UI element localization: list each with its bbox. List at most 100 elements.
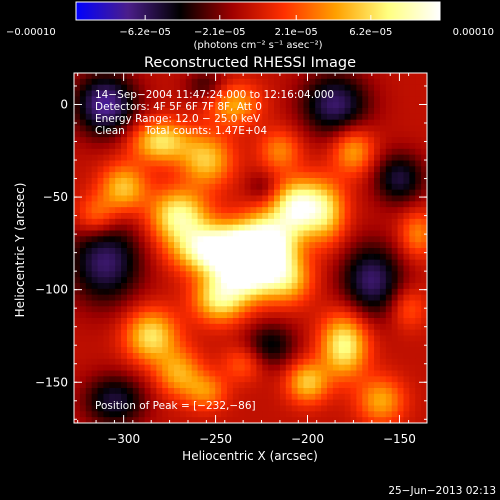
heatmap-cell <box>221 358 228 366</box>
heatmap-cell <box>379 108 387 115</box>
heatmap-cell <box>315 143 322 150</box>
heatmap-cell <box>326 411 334 418</box>
heatmap-cell <box>121 108 128 115</box>
heatmap-cell <box>338 370 346 377</box>
heatmap-cell <box>121 84 128 92</box>
heatmap-cell <box>191 119 199 127</box>
heatmap-cell <box>238 154 246 162</box>
heatmap-cell <box>291 335 299 342</box>
heatmap-cell <box>315 148 322 156</box>
heatmap-cell <box>203 318 210 325</box>
heatmap-cell <box>185 178 193 185</box>
heatmap-cell <box>121 376 128 383</box>
heatmap-cell <box>250 358 257 366</box>
heatmap-cell <box>203 160 210 167</box>
heatmap-cell <box>309 195 316 202</box>
heatmap-cell <box>415 283 422 290</box>
heatmap-cell <box>356 108 363 115</box>
heatmap-cell <box>191 213 199 220</box>
heatmap-cell <box>285 78 293 86</box>
heatmap-cell <box>132 288 140 296</box>
heatmap-cell <box>115 148 122 156</box>
heatmap-cell <box>356 259 363 267</box>
heatmap-cell <box>326 259 334 267</box>
heatmap-cell <box>215 236 222 243</box>
heatmap-cell <box>138 113 146 121</box>
heatmap-cell <box>415 84 422 92</box>
heatmap-cell <box>138 353 146 360</box>
heatmap-cell <box>79 253 87 261</box>
heatmap-cell <box>344 84 352 92</box>
heatmap-cell <box>156 154 163 162</box>
heatmap-cell <box>85 376 93 383</box>
heatmap-cell <box>285 195 293 202</box>
heatmap-cell <box>215 96 222 103</box>
heatmap-cell <box>144 218 152 226</box>
heatmap-cell <box>297 259 305 267</box>
heatmap-cell <box>79 195 87 202</box>
heatmap-cell <box>350 312 357 319</box>
heatmap-cell <box>274 329 281 337</box>
heatmap-cell <box>338 78 346 86</box>
heatmap-cell <box>115 259 122 267</box>
heatmap-cell <box>403 417 410 423</box>
heatmap-cell <box>109 178 116 185</box>
heatmap-cell <box>103 218 110 226</box>
heatmap-cell <box>291 224 299 232</box>
heatmap-cell <box>303 358 310 366</box>
heatmap-cell <box>274 154 281 162</box>
heatmap-cell <box>315 242 322 249</box>
heatmap-cell <box>415 306 422 313</box>
heatmap-cell <box>315 347 322 354</box>
heatmap-cell <box>256 277 263 284</box>
heatmap-cell <box>385 399 393 407</box>
heatmap-cell <box>268 137 275 144</box>
heatmap-cell <box>262 388 269 395</box>
heatmap-cell <box>326 341 334 348</box>
heatmap-cell <box>179 411 187 418</box>
heatmap-cell <box>315 113 322 121</box>
heatmap-cell <box>332 183 340 191</box>
heatmap-cell <box>309 259 316 267</box>
heatmap-cell <box>221 113 228 121</box>
heatmap-cell <box>350 125 357 132</box>
heatmap-cell <box>132 224 140 232</box>
heatmap-cell <box>138 288 146 296</box>
heatmap-cell <box>250 393 257 401</box>
heatmap-cell <box>374 382 381 389</box>
heatmap-cell <box>179 388 187 395</box>
heatmap-cell <box>138 393 146 401</box>
heatmap-cell <box>197 253 205 261</box>
heatmap-cell <box>285 353 293 360</box>
heatmap-cell <box>362 213 369 220</box>
heatmap-cell <box>168 382 175 389</box>
heatmap-cell <box>209 347 216 354</box>
heatmap-cell <box>109 283 116 290</box>
heatmap-cell <box>250 323 257 331</box>
heatmap-cell <box>368 347 375 354</box>
heatmap-cell <box>91 248 99 255</box>
heatmap-cell <box>250 113 257 121</box>
y-axis-label: Heliocentric Y (arcsec) <box>13 183 27 318</box>
heatmap-cell <box>121 300 128 307</box>
heatmap-cell <box>103 259 110 267</box>
heatmap-cell <box>144 178 152 185</box>
heatmap-cell <box>291 154 299 162</box>
heatmap-cell <box>121 166 128 173</box>
heatmap-cell <box>338 271 346 278</box>
heatmap-cell <box>385 393 393 401</box>
heatmap-cell <box>403 119 410 127</box>
heatmap-cell <box>262 417 269 423</box>
heatmap-cell <box>226 242 234 249</box>
heatmap-cell <box>403 347 410 354</box>
heatmap-cell <box>409 236 416 243</box>
heatmap-cell <box>309 154 316 162</box>
heatmap-cell <box>309 236 316 243</box>
heatmap-cell <box>409 329 416 337</box>
heatmap-cell <box>332 84 340 92</box>
heatmap-cell <box>103 113 110 121</box>
heatmap-cell <box>368 265 375 272</box>
heatmap-cell <box>91 131 99 138</box>
heatmap-cell <box>174 277 181 284</box>
heatmap-cell <box>209 189 216 197</box>
